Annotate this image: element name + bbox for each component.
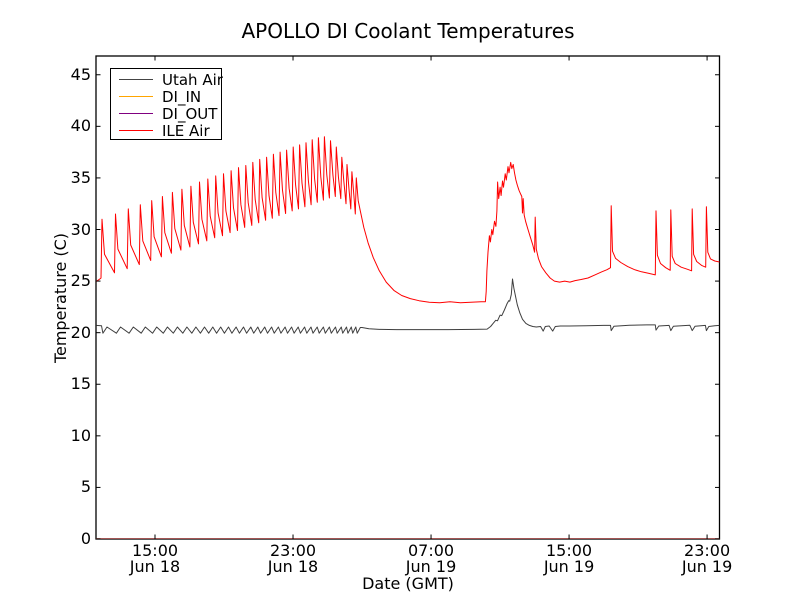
x-tick-label: 23:00 Jun 18 <box>267 541 319 576</box>
legend-label: DI_OUT <box>162 104 218 123</box>
legend: Utah Air DI_IN DI_OUT ILE Air <box>110 68 223 140</box>
y-tick-label: 35 <box>70 167 91 187</box>
y-tick-label: 15 <box>70 374 91 394</box>
series-line-utah-air <box>96 278 720 334</box>
legend-entry-ile-air: ILE Air <box>111 121 221 140</box>
series-line-ile-air <box>96 136 720 304</box>
legend-label: ILE Air <box>162 121 210 140</box>
y-tick-label: 0 <box>80 529 91 548</box>
y-tick-label: 40 <box>70 116 91 136</box>
legend-entry-di-out: DI_OUT <box>111 104 221 123</box>
legend-entry-di-in: DI_IN <box>111 87 221 106</box>
y-tick-label: 10 <box>70 425 91 445</box>
y-tick-label: 45 <box>70 64 91 84</box>
x-tick-label: 07:00 Jun 19 <box>405 541 457 576</box>
chart-title: APOLLO DI Coolant Temperatures <box>241 19 575 43</box>
y-tick-label: 5 <box>80 477 91 497</box>
x-axis-label: Date (GMT) <box>362 574 454 593</box>
legend-label: Utah Air <box>162 70 223 89</box>
y-tick-label: 30 <box>70 219 91 239</box>
di-out-line-swatch <box>119 113 153 114</box>
x-tick-label: 23:00 Jun 19 <box>681 541 733 576</box>
legend-label: DI_IN <box>162 87 202 106</box>
x-tick-label: 15:00 Jun 19 <box>543 541 595 576</box>
legend-entry-utah-air: Utah Air <box>111 70 223 89</box>
utah-air-line-swatch <box>119 79 153 80</box>
x-tick-label: 15:00 Jun 18 <box>129 541 181 576</box>
di-in-line-swatch <box>119 96 153 97</box>
ile-air-line-swatch <box>119 130 153 131</box>
y-tick-label: 20 <box>70 322 91 342</box>
y-tick-label: 25 <box>70 271 91 291</box>
